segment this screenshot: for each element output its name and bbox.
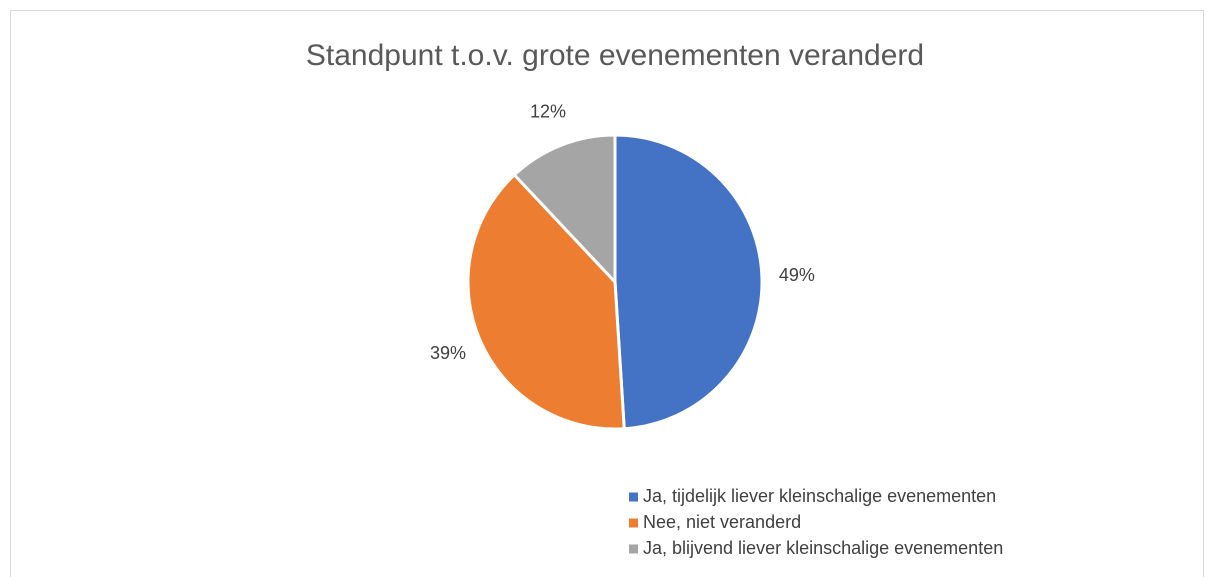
data-label: 12% — [530, 102, 566, 122]
pie-slice — [466, 172, 626, 431]
data-label: 39% — [430, 343, 466, 363]
legend-swatch — [629, 492, 638, 502]
legend-swatch — [629, 544, 638, 554]
legend-label: Ja, blijvend liever kleinschalige evenem… — [643, 538, 1003, 558]
legend-swatch — [629, 518, 638, 528]
legend-label: Nee, niet veranderd — [643, 512, 801, 532]
legend-label: Ja, tijdelijk liever kleinschalige evene… — [643, 486, 996, 506]
data-label: 49% — [779, 265, 815, 285]
chart-title: Standpunt t.o.v. grote evenementen veran… — [306, 39, 924, 72]
pie-slice — [613, 133, 764, 431]
pie-slice — [512, 133, 617, 286]
